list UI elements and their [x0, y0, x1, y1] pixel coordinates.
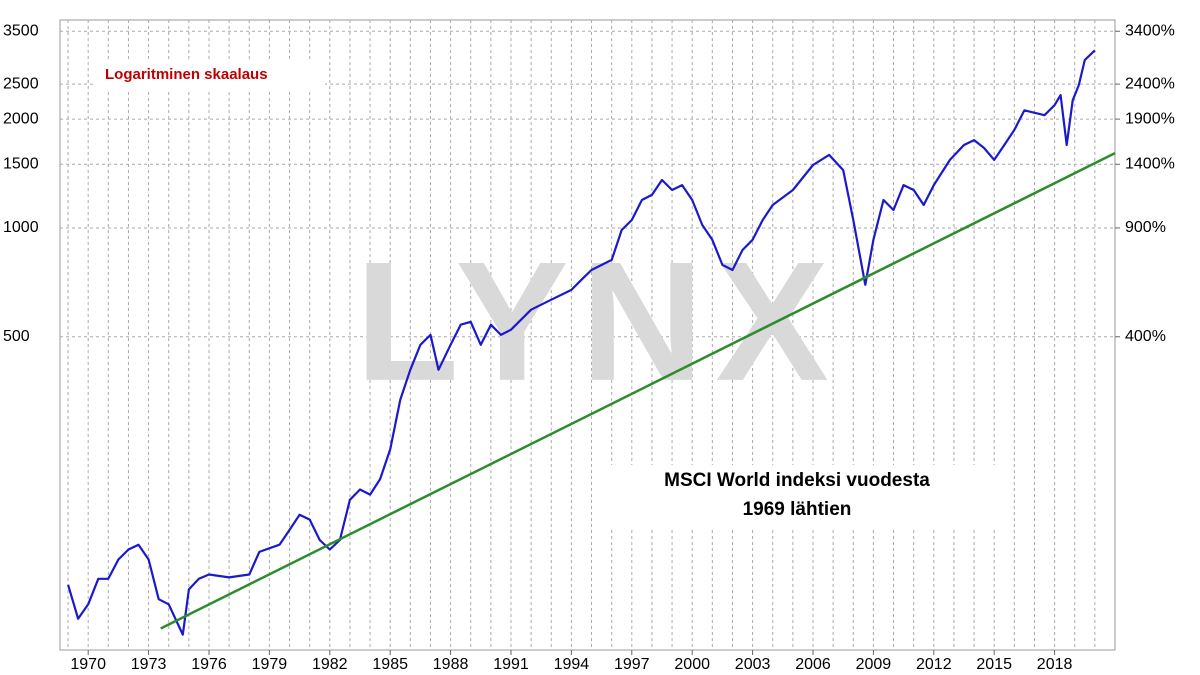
- x-tick-label: 1997: [614, 656, 650, 673]
- x-tick-label: 1973: [131, 656, 167, 673]
- x-tick-label: 2012: [916, 656, 952, 673]
- x-tick-label: 1976: [191, 656, 227, 673]
- series-line: [67, 49, 1096, 636]
- x-tick-label: 1991: [493, 656, 529, 673]
- x-tick-label: 2003: [735, 656, 771, 673]
- y2-tick-label: 3400%: [1125, 22, 1175, 39]
- x-tick-label: 1970: [70, 656, 106, 673]
- x-tick-label: 2009: [856, 656, 892, 673]
- y-tick-label: 3500: [3, 22, 39, 39]
- plot-area: [59, 19, 1116, 651]
- x-tick-label: 2018: [1037, 656, 1073, 673]
- y2-tick-label: 400%: [1125, 328, 1166, 345]
- x-tick-label: 2015: [976, 656, 1012, 673]
- annotation: MSCI World indeksi vuodesta: [664, 470, 930, 491]
- x-tick-label: 1982: [312, 656, 348, 673]
- watermark: LYNX: [355, 227, 841, 417]
- y2-tick-label: 1400%: [1125, 155, 1175, 172]
- x-tick-label: 2000: [674, 656, 710, 673]
- y-tick-label: 1500: [3, 155, 39, 172]
- y2-tick-label: 1900%: [1125, 110, 1175, 127]
- subtitle: Logaritminen skaalaus: [105, 66, 268, 83]
- annotation: 1969 lähtien: [743, 499, 852, 520]
- x-tick-label: 2006: [795, 656, 831, 673]
- label-box: [95, 60, 325, 90]
- y-tick-label: 2500: [3, 75, 39, 92]
- x-tick-label: 1979: [252, 656, 288, 673]
- x-tick-label: 1988: [433, 656, 469, 673]
- series-line: [160, 151, 1116, 630]
- annotation-box: [598, 465, 1006, 528]
- x-tick-label: 1985: [372, 656, 408, 673]
- y-tick-label: 2000: [3, 110, 39, 127]
- y2-tick-label: 2400%: [1125, 75, 1175, 92]
- y2-tick-label: 900%: [1125, 219, 1166, 236]
- x-tick-label: 1994: [554, 656, 590, 673]
- y-tick-label: 500: [3, 328, 30, 345]
- y-tick-label: 1000: [3, 219, 39, 236]
